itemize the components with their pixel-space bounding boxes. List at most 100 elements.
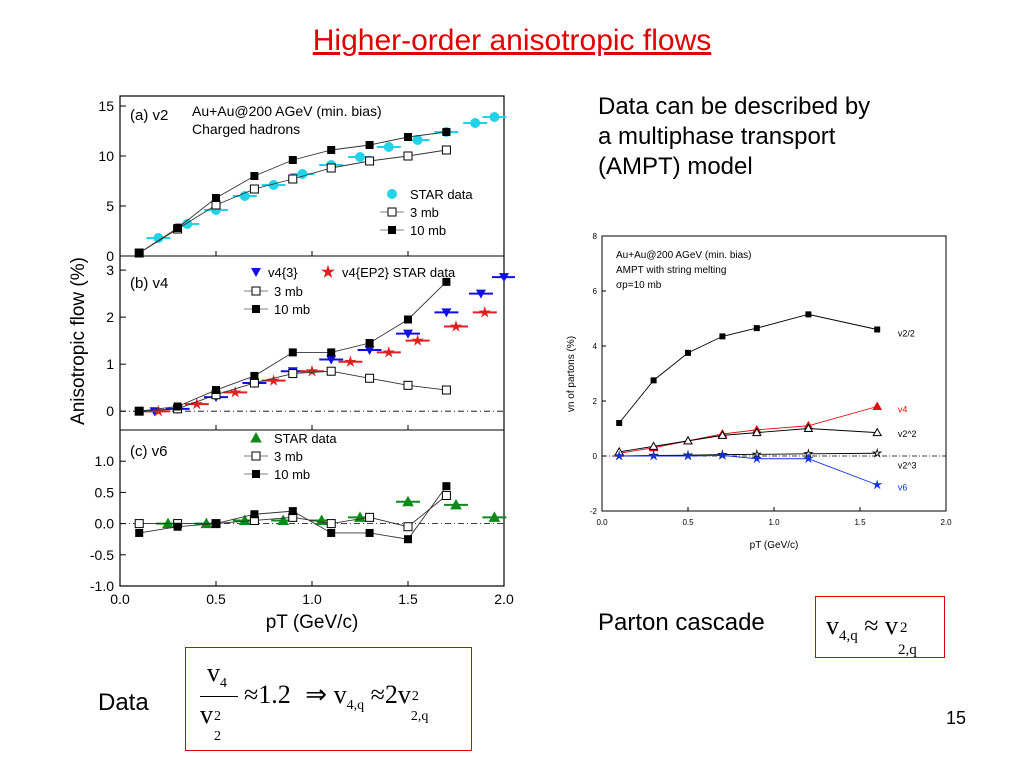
legend-label: 10 mb [274, 302, 310, 317]
right-ytick-label: 0 [593, 452, 598, 461]
legend-marker [387, 207, 397, 217]
panel-a-ytick-label: 10 [98, 148, 114, 164]
series-3-mb [134, 145, 451, 258]
fraction-numerator: v4 [207, 658, 227, 692]
left-ylabel: Anisotropic flow (%) [68, 257, 89, 425]
data-point [441, 308, 452, 318]
legend-label: STAR data [274, 431, 337, 446]
data-point [326, 355, 337, 365]
data-point [277, 514, 290, 525]
data-point [442, 277, 451, 286]
series-line-10-mb [138, 131, 447, 254]
right-header-line2: AMPT with string melting [616, 265, 726, 276]
panel-c-tag: (c) v6 [130, 443, 168, 460]
data-point [871, 447, 883, 458]
left-xlabel: pT (GeV/c) [266, 612, 359, 633]
data-point [442, 482, 451, 491]
data-point [327, 528, 336, 537]
right-xlabel: pT (GeV/c) [750, 540, 799, 551]
data-point [173, 522, 182, 531]
data-point [211, 200, 221, 210]
data-point [365, 156, 375, 166]
data-point [753, 325, 760, 332]
series-v4-3 [142, 273, 515, 417]
series-line-v6 [619, 454, 878, 486]
right-xtick-label: 0.5 [682, 518, 694, 527]
right-header-line1: Au+Au@200 AGeV (min. bias) [616, 250, 752, 261]
data-point [212, 194, 220, 202]
data-point [403, 522, 413, 532]
data-point [872, 427, 883, 437]
data-point [364, 346, 375, 356]
data-point [200, 517, 213, 529]
data-point [383, 142, 394, 152]
panel-c-ytick-label: 1.0 [95, 453, 115, 469]
panel-b-tag: (b) v4 [130, 275, 168, 292]
data-point [683, 435, 693, 445]
data-point [288, 174, 298, 184]
data-point [288, 507, 297, 516]
right-ylabel: vn of partons (%) [566, 336, 577, 412]
series-v2-2 [616, 311, 881, 426]
left-figure-frame [119, 95, 505, 587]
parton-formula-box: v4,q ≈ v 2 2,q [815, 596, 945, 658]
data-point [872, 401, 883, 410]
data-point [135, 249, 144, 257]
slide-title: Higher-order anisotropic flows [312, 24, 712, 57]
left-xtick-label: 1.0 [302, 591, 322, 607]
data-point [803, 453, 814, 464]
right-xtick-label: 1.0 [768, 518, 780, 527]
data-point [382, 346, 395, 358]
data-point [250, 510, 259, 519]
data-point [365, 373, 375, 383]
fraction-bar [200, 696, 238, 697]
data-point [404, 535, 412, 544]
series-line-3-mb [138, 149, 447, 254]
data-point [250, 172, 259, 180]
legend-label: 3 mb [274, 449, 303, 464]
legend-label: 10 mb [274, 467, 310, 482]
data-point [488, 511, 501, 522]
data-point [403, 329, 413, 339]
data-point [803, 423, 814, 432]
parton-formula: v4,q ≈ v 2 2,q [826, 611, 917, 658]
data-point [650, 377, 657, 384]
data-point [344, 355, 357, 368]
data-point [719, 333, 726, 340]
data-point [365, 141, 374, 149]
data-point [441, 491, 451, 501]
legend-label: v4{EP2} STAR data [342, 265, 456, 280]
ampt-line-3: (AMPT) model [598, 153, 753, 180]
right-header-line3: σp=10 mb [616, 280, 662, 291]
legend-marker [250, 431, 262, 443]
data-point [805, 311, 812, 318]
panel-a-ytick-label: 0 [106, 248, 114, 264]
legend-label: 3 mb [410, 205, 439, 220]
right-ytick-label: -2 [590, 507, 598, 516]
right-ytick-label: 2 [593, 397, 598, 406]
data-point [305, 364, 319, 377]
data-point [648, 441, 659, 450]
data-point [365, 512, 375, 522]
panel-c-ytick-label: -0.5 [90, 547, 114, 563]
panel-b-ytick-label: 3 [106, 262, 114, 278]
panel-b-ytick-label: 0 [106, 403, 114, 419]
data-point [250, 371, 259, 380]
legend-marker [251, 451, 261, 461]
right-series-label: v6 [898, 483, 908, 493]
left-xtick-label: 0.5 [206, 591, 226, 607]
data-point [441, 385, 451, 395]
left-xtick-label: 0.0 [110, 591, 130, 607]
data-point [717, 430, 728, 439]
data-point [613, 450, 625, 461]
series-10-mb [135, 128, 451, 257]
right-xtick-label: 1.5 [854, 518, 866, 527]
panel-a-header-line2: Charged hadrons [192, 121, 300, 137]
panel-c-ytick-label: 0.0 [95, 516, 115, 532]
data-point [648, 450, 659, 461]
data-point [404, 133, 412, 141]
data-point [355, 152, 365, 162]
